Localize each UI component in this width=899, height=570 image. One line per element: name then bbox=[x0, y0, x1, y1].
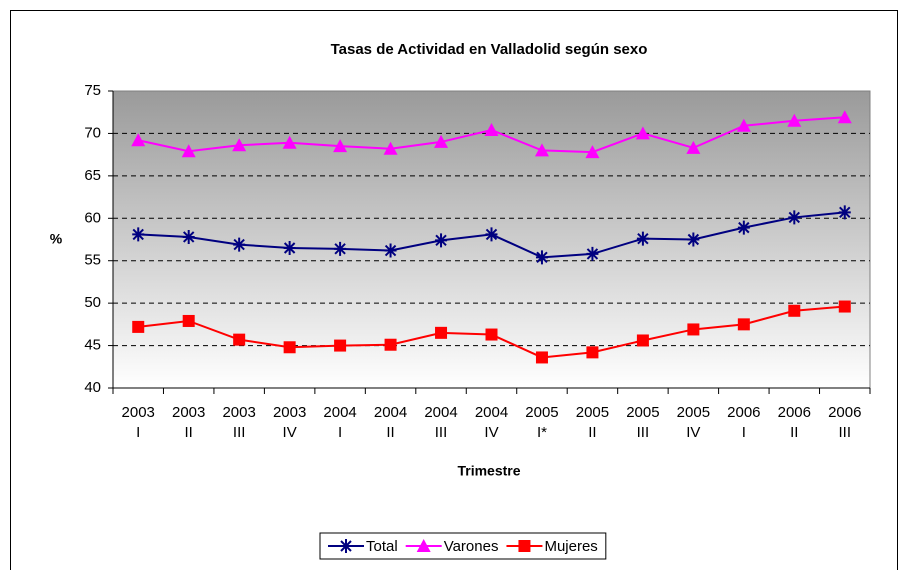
marker bbox=[132, 227, 145, 242]
x-tick-label: 2004 bbox=[475, 404, 508, 421]
marker bbox=[686, 140, 701, 154]
legend-label: Total bbox=[366, 538, 398, 555]
legend-label: Varones bbox=[444, 538, 499, 555]
legend-item: Total bbox=[328, 538, 398, 555]
marker bbox=[838, 300, 851, 313]
marker bbox=[534, 143, 549, 157]
marker bbox=[182, 229, 195, 244]
marker bbox=[485, 227, 498, 242]
marker bbox=[232, 138, 247, 152]
y-tick-label: 70 bbox=[84, 124, 101, 141]
y-tick-label: 55 bbox=[84, 252, 101, 269]
y-tick-label: 40 bbox=[84, 379, 101, 396]
marker bbox=[788, 210, 801, 225]
x-tick-label: 2003 bbox=[222, 404, 255, 421]
chart-border bbox=[10, 10, 898, 570]
x-tick-label: II bbox=[386, 424, 394, 441]
x-tick-label: 2004 bbox=[374, 404, 407, 421]
x-tick-label: 2003 bbox=[122, 404, 155, 421]
marker bbox=[131, 133, 146, 147]
marker bbox=[838, 205, 851, 220]
legend-box bbox=[319, 532, 607, 560]
x-tick-label: IV bbox=[283, 424, 297, 441]
y-tick-label: 50 bbox=[84, 294, 101, 311]
marker bbox=[233, 333, 246, 346]
marker bbox=[636, 334, 649, 347]
x-tick-label: III bbox=[839, 424, 852, 441]
x-tick-label: I bbox=[338, 424, 342, 441]
marker bbox=[233, 237, 246, 252]
x-tick-label: IV bbox=[484, 424, 498, 441]
y-tick-label: 75 bbox=[84, 82, 101, 99]
x-tick-label: IV bbox=[686, 424, 700, 441]
legend: Total Varones Mujeres bbox=[319, 532, 607, 560]
marker bbox=[340, 539, 352, 553]
marker bbox=[586, 246, 599, 261]
marker bbox=[586, 346, 599, 359]
x-tick-label: III bbox=[233, 424, 246, 441]
x-tick-label: III bbox=[435, 424, 448, 441]
marker bbox=[283, 341, 296, 354]
x-tick-label: 2003 bbox=[273, 404, 306, 421]
marker bbox=[334, 241, 347, 256]
marker bbox=[485, 328, 498, 341]
x-tick-label: II bbox=[185, 424, 193, 441]
marker bbox=[585, 145, 600, 159]
x-axis-title: Trimestre bbox=[457, 463, 520, 479]
x-tick-label: II bbox=[790, 424, 798, 441]
x-tick-label: II bbox=[588, 424, 596, 441]
y-tick-label: 45 bbox=[84, 337, 101, 354]
x-tick-label: I bbox=[742, 424, 746, 441]
marker bbox=[434, 134, 449, 148]
x-tick-label: 2005 bbox=[525, 404, 558, 421]
x-tick-label: 2006 bbox=[828, 404, 861, 421]
marker bbox=[181, 144, 196, 158]
y-tick-label: 60 bbox=[84, 209, 101, 226]
x-tick-label: III bbox=[637, 424, 650, 441]
marker bbox=[182, 314, 195, 327]
chart-title: Tasas de Actividad en Valladolid según s… bbox=[331, 41, 648, 58]
x-tick-label: I bbox=[136, 424, 140, 441]
marker bbox=[384, 243, 397, 258]
x-tick-label: 2005 bbox=[626, 404, 659, 421]
marker bbox=[416, 539, 431, 552]
marker bbox=[787, 113, 802, 127]
x-tick-label: 2005 bbox=[576, 404, 609, 421]
x-tick-label: I* bbox=[537, 424, 547, 441]
legend-label: Mujeres bbox=[544, 538, 597, 555]
x-tick-label: 2006 bbox=[727, 404, 760, 421]
marker bbox=[636, 231, 649, 246]
legend-item: Varones bbox=[405, 538, 499, 555]
marker bbox=[535, 351, 548, 364]
marker bbox=[788, 304, 801, 317]
y-tick-label: 65 bbox=[84, 167, 101, 184]
x-tick-label: 2004 bbox=[424, 404, 457, 421]
marker bbox=[333, 139, 348, 153]
marker bbox=[635, 126, 650, 140]
legend-item: Mujeres bbox=[506, 538, 598, 555]
marker bbox=[283, 240, 296, 255]
marker bbox=[334, 339, 347, 352]
marker bbox=[435, 326, 448, 339]
marker bbox=[383, 141, 398, 155]
x-tick-label: 2003 bbox=[172, 404, 205, 421]
marker bbox=[737, 318, 750, 331]
marker bbox=[132, 320, 145, 333]
marker bbox=[535, 250, 548, 265]
marker bbox=[282, 135, 297, 149]
marker bbox=[687, 323, 700, 336]
marker bbox=[484, 123, 499, 137]
marker bbox=[435, 233, 448, 248]
x-tick-label: 2005 bbox=[677, 404, 710, 421]
x-tick-label: 2006 bbox=[778, 404, 811, 421]
marker bbox=[518, 540, 531, 552]
marker bbox=[737, 220, 750, 235]
marker bbox=[384, 338, 397, 351]
x-tick-label: 2004 bbox=[323, 404, 356, 421]
marker bbox=[837, 110, 852, 124]
y-axis-title: % bbox=[50, 231, 63, 247]
marker bbox=[687, 232, 700, 247]
marker bbox=[736, 118, 751, 132]
